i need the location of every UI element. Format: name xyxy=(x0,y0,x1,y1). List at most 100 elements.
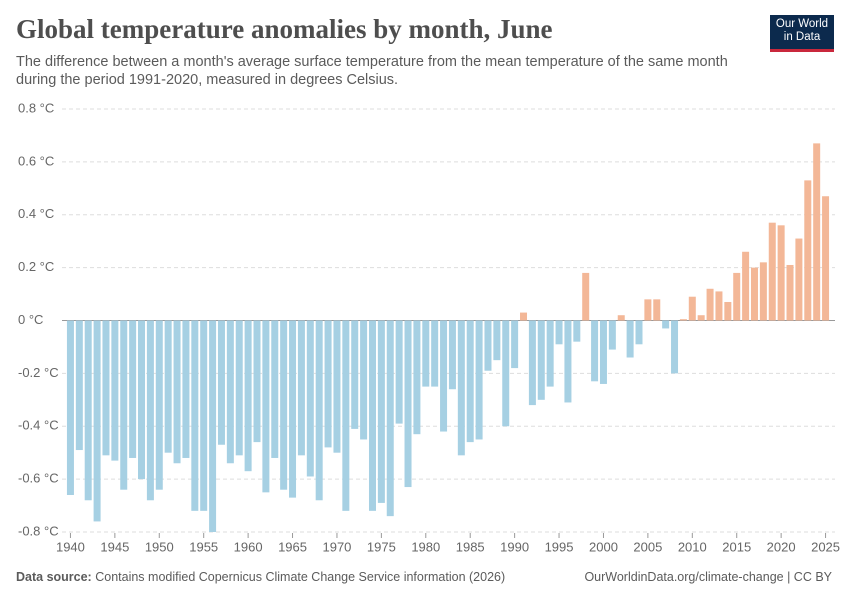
x-tick-label: 1955 xyxy=(189,539,218,554)
bar xyxy=(546,320,554,387)
bar xyxy=(324,320,332,448)
bar xyxy=(768,222,776,321)
bar xyxy=(120,320,128,490)
bar xyxy=(750,267,758,321)
bar xyxy=(653,299,661,321)
bar xyxy=(679,319,687,321)
bar xyxy=(795,238,803,321)
bar xyxy=(333,320,341,453)
bar xyxy=(280,320,288,490)
bar xyxy=(244,320,252,472)
bar xyxy=(617,315,625,321)
y-tick-label: -0.8 °C xyxy=(18,523,59,538)
x-tick-label: 1995 xyxy=(545,539,574,554)
x-tick-label: 1975 xyxy=(367,539,396,554)
bar xyxy=(84,320,92,501)
bar xyxy=(671,320,679,374)
bar xyxy=(440,320,448,432)
bar xyxy=(164,320,172,453)
chart-title: Global temperature anomalies by month, J… xyxy=(16,14,553,44)
bar xyxy=(457,320,465,456)
bar xyxy=(484,320,492,371)
bar xyxy=(759,262,767,321)
bar xyxy=(253,320,261,443)
chart-subtitle: The difference between a month's average… xyxy=(16,54,728,88)
x-tick-label: 1990 xyxy=(500,539,529,554)
y-tick-label: 0.2 °C xyxy=(18,259,54,274)
bar xyxy=(306,320,314,477)
y-tick-label: 0.8 °C xyxy=(18,100,54,115)
bar xyxy=(217,320,225,445)
x-tick-label: 1945 xyxy=(100,539,129,554)
bar xyxy=(635,320,643,345)
bar xyxy=(493,320,501,361)
bar xyxy=(235,320,243,456)
credit[interactable]: OurWorldinData.org/climate-change | CC B… xyxy=(584,570,832,584)
bar xyxy=(804,180,812,321)
bar xyxy=(262,320,270,493)
bar xyxy=(502,320,510,427)
bar xyxy=(351,320,359,429)
bar xyxy=(297,320,305,456)
bar xyxy=(271,320,279,458)
bar xyxy=(777,225,785,321)
bar xyxy=(822,196,830,321)
bar xyxy=(724,301,732,321)
x-tick-label: 1985 xyxy=(456,539,485,554)
bar xyxy=(520,312,528,321)
bar xyxy=(537,320,545,400)
bar xyxy=(742,251,750,321)
bar xyxy=(591,320,599,382)
bar xyxy=(182,320,190,458)
bar xyxy=(608,320,616,350)
bar xyxy=(93,320,101,522)
x-tick-label: 2005 xyxy=(633,539,662,554)
bar xyxy=(191,320,199,511)
x-tick-label: 2025 xyxy=(811,539,840,554)
bar xyxy=(786,264,794,321)
bar xyxy=(511,320,519,369)
x-tick-label: 2010 xyxy=(678,539,707,554)
x-tick-label: 1960 xyxy=(234,539,263,554)
x-tick-label: 2015 xyxy=(722,539,751,554)
bar xyxy=(173,320,181,464)
bar xyxy=(342,320,350,511)
bar xyxy=(377,320,385,503)
bar xyxy=(813,143,821,321)
y-tick-label: -0.2 °C xyxy=(18,365,59,380)
bar xyxy=(697,315,705,321)
bar xyxy=(66,320,74,495)
bar xyxy=(138,320,146,480)
bar xyxy=(129,320,137,458)
logo-line: Our World xyxy=(775,18,829,30)
bar xyxy=(209,320,217,532)
bar xyxy=(573,320,581,342)
x-tick-label: 1950 xyxy=(145,539,174,554)
y-tick-label: 0.6 °C xyxy=(18,153,54,168)
bar xyxy=(75,320,83,451)
bar xyxy=(688,296,696,321)
bar xyxy=(360,320,368,440)
bar xyxy=(706,288,714,321)
logo[interactable]: Our World in Data xyxy=(770,15,834,52)
bar xyxy=(368,320,376,511)
bar xyxy=(102,320,110,456)
bar xyxy=(644,299,652,321)
x-tick-label: 1965 xyxy=(278,539,307,554)
bar xyxy=(662,320,670,329)
bar xyxy=(289,320,297,498)
bar xyxy=(733,272,741,321)
bar xyxy=(422,320,430,387)
bar xyxy=(715,291,723,321)
x-tick-label: 1940 xyxy=(56,539,85,554)
bar xyxy=(386,320,394,517)
x-tick-label: 2020 xyxy=(767,539,796,554)
x-tick-label: 1970 xyxy=(322,539,351,554)
source-text: Contains modified Copernicus Climate Cha… xyxy=(95,570,506,584)
bar xyxy=(555,320,563,345)
x-tick-label: 2000 xyxy=(589,539,618,554)
bar xyxy=(146,320,154,501)
bar xyxy=(475,320,483,440)
